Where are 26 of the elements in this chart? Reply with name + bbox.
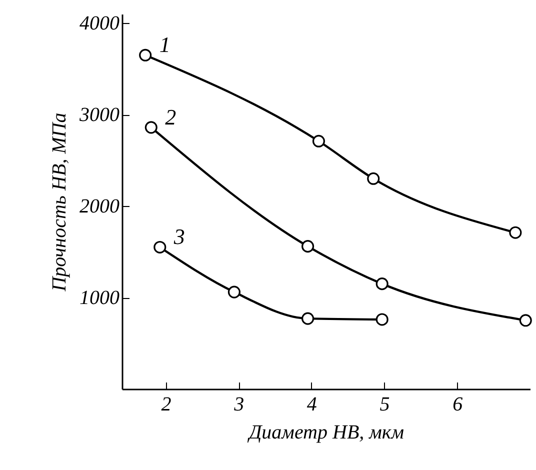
series-label: 3 [172, 224, 185, 250]
point [302, 240, 314, 253]
point [376, 278, 388, 290]
y-tick-label: 2000 [80, 196, 120, 218]
x-tick-label: 4 [306, 394, 317, 416]
x-tick-label: 5 [380, 394, 390, 416]
x-axis-title: Диаметр HB, мкм [246, 422, 404, 444]
series-label: 2 [165, 104, 176, 130]
y-axis-title: Прочность HB, МПа [48, 112, 70, 292]
point [376, 313, 388, 326]
point [519, 314, 532, 327]
point [154, 240, 166, 254]
point [509, 226, 522, 239]
series-label: 1 [159, 32, 170, 58]
point [367, 172, 380, 185]
x-tick-label: 3 [233, 394, 244, 416]
point [228, 286, 240, 298]
point [139, 48, 152, 62]
y-tick-label: 3000 [78, 104, 120, 126]
y-tick-label: 4000 [80, 12, 120, 35]
point [312, 134, 325, 148]
x-tick-label: 2 [161, 394, 172, 416]
x-tick-label: 6 [452, 394, 463, 416]
point [144, 121, 158, 134]
y-tick-label: 1000 [80, 287, 120, 310]
point [302, 312, 314, 325]
